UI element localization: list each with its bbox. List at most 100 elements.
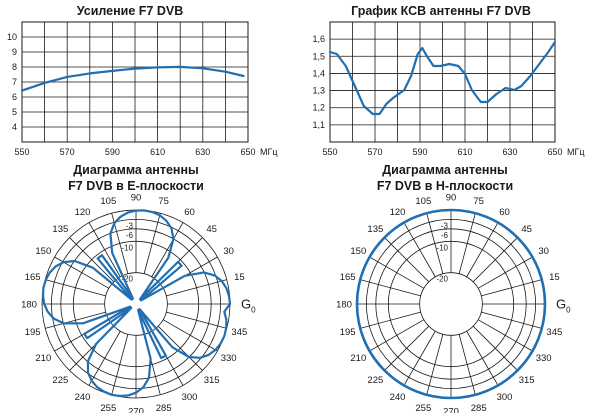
h-plane-angle-label: 165 <box>340 272 356 283</box>
e-plane-angle-label: 165 <box>25 272 41 283</box>
h-plane-spoke <box>472 237 518 283</box>
vswr-x-tick-label: 630 <box>502 147 517 157</box>
e-plane-spoke <box>88 222 121 278</box>
e-plane-spoke <box>157 325 203 371</box>
e-plane-angle-label: 60 <box>184 207 195 218</box>
h-plane-angle-label: 105 <box>415 196 431 207</box>
h-plane-spoke <box>360 311 421 329</box>
e-plane-angle-label: 105 <box>100 196 116 207</box>
e-plane-angle-label: 15 <box>234 272 245 283</box>
e-plane-spoke <box>143 213 161 274</box>
e-plane-ring-label: -20 <box>121 275 133 284</box>
h-plane-spoke <box>458 334 476 395</box>
e-plane-angle-label: 240 <box>75 392 91 403</box>
h-plane-title-line2: F7 DVB в Н-плоскости <box>377 179 513 193</box>
gain-chart-title: Усиление F7 DVB <box>77 4 183 18</box>
h-plane-pattern <box>355 208 547 400</box>
h-plane-spoke <box>360 279 421 297</box>
vswr-y-tick-label: 1,1 <box>312 120 325 130</box>
e-plane-spoke <box>166 311 227 329</box>
vswr-x-tick-label: 650 <box>547 147 562 157</box>
h-plane-spoke <box>426 334 444 395</box>
h-plane-spoke <box>477 256 533 289</box>
gain-x-tick-label: 630 <box>195 147 210 157</box>
vswr-x-tick-label: 610 <box>457 147 472 157</box>
e-plane-angle-label: 210 <box>35 353 51 364</box>
gain-chart: 4 5 6 7 8 9 10 550 570 590 610 630 650 МГц <box>7 21 278 157</box>
h-plane-spoke <box>466 222 499 278</box>
vswr-x-tick-label: 590 <box>412 147 427 157</box>
h-plane-spoke <box>481 311 542 329</box>
e-plane-angle-label: 225 <box>52 375 68 386</box>
e-plane-spoke <box>45 311 106 329</box>
e-plane-pattern <box>41 209 232 398</box>
e-plane-ring-label: -6 <box>126 231 134 240</box>
gain-y-tick-label: 6 <box>12 92 17 102</box>
vswr-y-tick-label: 1,3 <box>312 86 325 96</box>
h-plane-ring-label: -6 <box>441 231 449 240</box>
h-plane-angle-label: 285 <box>471 403 487 413</box>
e-plane-title-line2: F7 DVB в Е-плоскости <box>68 179 204 193</box>
h-plane-spoke <box>403 222 436 278</box>
e-plane-ring-label: -10 <box>121 243 133 252</box>
vswr-y-tick-label: 1,2 <box>312 103 325 113</box>
gain-y-tick-label: 5 <box>12 107 17 117</box>
h-plane-ring-label: -3 <box>441 221 449 230</box>
h-plane-spoke <box>426 213 444 274</box>
h-plane-spoke <box>481 279 542 297</box>
gain-x-tick-label: 650 <box>240 147 255 157</box>
h-plane-ring-label: -10 <box>436 243 448 252</box>
gain-series-line <box>20 65 245 92</box>
gain-x-tick-label: 550 <box>14 147 29 157</box>
h-plane-title-line1: Диаграмма антенны <box>382 163 507 177</box>
e-plane-angle-label: 255 <box>100 403 116 413</box>
vswr-x-unit-label: МГц <box>567 147 585 157</box>
h-plane-angle-label: 240 <box>390 392 406 403</box>
h-plane-angle-label: 45 <box>521 224 532 235</box>
h-plane-angle-label: 315 <box>519 375 535 386</box>
h-plane-angle-label: 300 <box>497 392 513 403</box>
h-plane-spoke <box>472 325 518 371</box>
e-plane-ring-label: -3 <box>126 221 134 230</box>
gain-x-unit-label: МГц <box>260 147 278 157</box>
h-plane-spoke <box>384 237 430 283</box>
e-plane-angle-label: 75 <box>158 196 169 207</box>
h-plane-angle-label: 195 <box>340 327 356 338</box>
gain-y-tick-label: 10 <box>7 32 17 42</box>
e-plane-spoke <box>111 334 129 395</box>
e-plane-angle-label: 285 <box>156 403 172 413</box>
e-plane-angle-label: 270 <box>128 407 144 413</box>
gain-y-tick-label: 4 <box>12 122 17 132</box>
h-plane-angle-label: 15 <box>549 272 560 283</box>
e-plane-title-line1: Диаграмма антенны <box>73 163 198 177</box>
e-plane-angle-label: 195 <box>25 327 41 338</box>
e-plane-angle-label: 315 <box>204 375 220 386</box>
vswr-x-tick-label: 550 <box>322 147 337 157</box>
e-plane-angle-label: 135 <box>52 224 68 235</box>
h-plane-angle-label: 345 <box>546 327 562 338</box>
vswr-x-tick-label: 570 <box>367 147 382 157</box>
h-plane-angle-label: 75 <box>473 196 484 207</box>
h-plane-spoke <box>466 330 499 386</box>
vswr-y-tick-label: 1,5 <box>312 51 325 61</box>
gain-x-tick-label: 570 <box>60 147 75 157</box>
e-plane-spoke <box>69 237 115 283</box>
gain-y-tick-label: 8 <box>12 62 17 72</box>
e-plane-angle-label: 45 <box>206 224 217 235</box>
h-plane-angle-label: 60 <box>499 207 510 218</box>
gain-x-tick-label: 610 <box>150 147 165 157</box>
h-plane-spoke <box>458 213 476 274</box>
e-plane-angle-label-0: G0 <box>241 297 256 315</box>
e-plane-angle-label: 120 <box>75 207 91 218</box>
h-plane-spoke <box>369 256 425 289</box>
vswr-y-tick-label: 1,6 <box>312 34 325 44</box>
vswr-series-line <box>328 40 557 116</box>
gain-plot-frame <box>21 21 249 143</box>
e-plane-spoke <box>45 279 106 297</box>
e-plane-angle-label: 150 <box>35 246 51 257</box>
h-plane-angle-label: 270 <box>443 407 459 413</box>
h-plane-ring-label: -20 <box>436 275 448 284</box>
h-plane-angle-label: 330 <box>536 353 552 364</box>
h-plane-grid-ring <box>419 272 483 336</box>
